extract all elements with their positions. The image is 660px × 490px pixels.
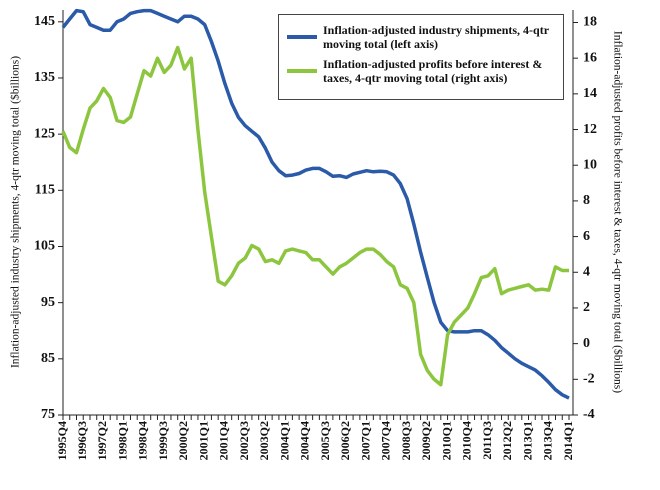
y2-tick-label: 10 bbox=[583, 157, 597, 172]
y2-tick-label: 12 bbox=[583, 122, 597, 137]
y-tick-label: 145 bbox=[34, 14, 55, 29]
y-tick-label: 125 bbox=[34, 126, 55, 141]
y-tick-label: 135 bbox=[34, 70, 55, 85]
x-tick-label: 2010Q4 bbox=[460, 421, 474, 460]
x-tick-label: 2013Q4 bbox=[541, 421, 555, 460]
legend-swatch bbox=[287, 69, 317, 73]
x-tick-label: 1999Q3 bbox=[156, 421, 170, 460]
legend-label: Inflation-adjusted industry shipments, 4… bbox=[323, 23, 549, 51]
legend-item: Inflation-adjusted profits before intere… bbox=[287, 57, 555, 85]
y-tick-label: 115 bbox=[35, 183, 55, 198]
y2-tick-label: -4 bbox=[583, 407, 595, 422]
legend-item: Inflation-adjusted industry shipments, 4… bbox=[287, 23, 555, 51]
y2-tick-label: 2 bbox=[583, 300, 590, 315]
y2-tick-label: -2 bbox=[583, 372, 595, 387]
y2-tick-label: 18 bbox=[583, 15, 597, 30]
y-tick-label: 75 bbox=[41, 407, 55, 422]
x-tick-label: 1998Q1 bbox=[115, 421, 129, 460]
series-line bbox=[61, 8, 570, 400]
legend-swatch bbox=[287, 35, 317, 39]
y-tick-label: 105 bbox=[34, 239, 55, 254]
x-tick-label: 2011Q3 bbox=[480, 421, 494, 460]
y2-tick-label: 8 bbox=[583, 193, 590, 208]
x-tick-label: 2006Q2 bbox=[338, 421, 352, 460]
x-tick-label: 2014Q1 bbox=[561, 421, 575, 460]
x-tick-label: 2004Q4 bbox=[298, 421, 312, 460]
y2-tick-label: 4 bbox=[583, 264, 590, 279]
y2-tick-label: 0 bbox=[583, 336, 590, 351]
x-tick-label: 2008Q3 bbox=[399, 421, 413, 460]
x-tick-label: 2001Q1 bbox=[196, 421, 210, 460]
y2-tick-label: 6 bbox=[583, 229, 590, 244]
x-tick-label: 2013Q1 bbox=[520, 421, 534, 460]
x-tick-label: 1996Q3 bbox=[75, 421, 89, 460]
x-tick-label: 2007Q4 bbox=[379, 421, 393, 460]
y2-tick-label: 16 bbox=[583, 50, 597, 65]
x-tick-label: 2009Q2 bbox=[419, 421, 433, 460]
x-tick-label: 2001Q4 bbox=[217, 421, 231, 460]
legend: Inflation-adjusted industry shipments, 4… bbox=[278, 14, 564, 100]
x-tick-label: 2012Q2 bbox=[500, 421, 514, 460]
x-tick-label: 2010Q1 bbox=[439, 421, 453, 460]
y2-axis-label: Inflation-adjusted profits before intere… bbox=[611, 31, 624, 393]
y-tick-label: 95 bbox=[41, 295, 55, 310]
x-tick-label: 2002Q3 bbox=[237, 421, 251, 460]
y2-tick-label: 14 bbox=[583, 86, 597, 101]
x-tick-label: 2004Q1 bbox=[277, 421, 291, 460]
x-tick-label: 2005Q3 bbox=[318, 421, 332, 460]
y-axis-label: Inflation-adjusted industry shipments, 4… bbox=[9, 56, 22, 368]
x-tick-label: 2003Q2 bbox=[257, 421, 271, 460]
legend-label: Inflation-adjusted profits before intere… bbox=[323, 57, 543, 85]
x-tick-label: 1998Q4 bbox=[136, 421, 150, 460]
x-tick-label: 2000Q2 bbox=[176, 421, 190, 460]
x-tick-label: 1995Q4 bbox=[55, 421, 69, 460]
x-tick-label: 2007Q1 bbox=[358, 421, 372, 460]
x-tick-label: 1997Q2 bbox=[95, 421, 109, 460]
y-tick-label: 85 bbox=[41, 351, 55, 366]
series-line bbox=[61, 45, 569, 387]
